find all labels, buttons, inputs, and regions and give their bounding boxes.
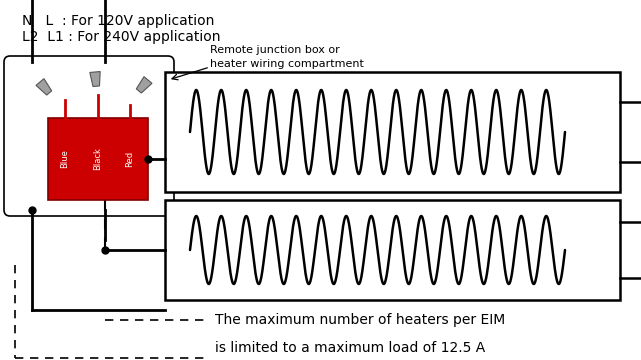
FancyBboxPatch shape	[4, 56, 174, 216]
Text: L2  L1 : For 240V application: L2 L1 : For 240V application	[22, 30, 221, 44]
Polygon shape	[36, 78, 52, 95]
Text: Blue: Blue	[60, 149, 69, 168]
Bar	[48, 118, 148, 200]
Text: Red: Red	[126, 151, 135, 167]
Text: Remote junction box or: Remote junction box or	[210, 45, 340, 55]
Text: is limited to a maximum load of 12.5 A: is limited to a maximum load of 12.5 A	[215, 341, 485, 355]
Bar	[165, 72, 620, 192]
Polygon shape	[137, 77, 152, 93]
Text: N   L  : For 120V application: N L : For 120V application	[22, 14, 214, 28]
Text: heater wiring compartment: heater wiring compartment	[210, 59, 364, 69]
Bar	[165, 200, 620, 300]
Text: Black: Black	[94, 148, 103, 170]
Text: The maximum number of heaters per EIM: The maximum number of heaters per EIM	[215, 313, 505, 327]
Polygon shape	[90, 72, 100, 86]
